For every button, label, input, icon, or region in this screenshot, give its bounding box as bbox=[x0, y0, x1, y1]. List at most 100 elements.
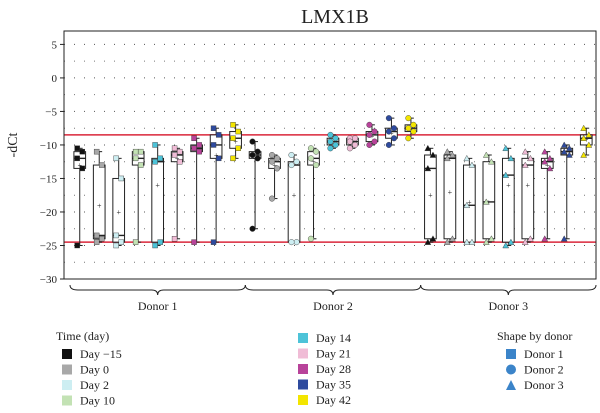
box-point bbox=[254, 148, 261, 155]
y-axis: 5 0 −5 −10 −15 −20 −25 −30 bbox=[40, 39, 64, 286]
box-point bbox=[210, 142, 217, 148]
box-mean-marker: + bbox=[487, 198, 492, 207]
shape-legend-marker bbox=[506, 380, 516, 390]
box-point bbox=[449, 235, 456, 242]
box-point bbox=[463, 154, 471, 162]
box-point bbox=[385, 141, 392, 148]
box-point bbox=[546, 164, 554, 172]
box-point bbox=[74, 145, 80, 151]
box-point bbox=[443, 238, 451, 245]
box-donor-1-day-1: + bbox=[92, 148, 106, 245]
legend-label: Day 0 bbox=[80, 363, 109, 377]
box-point bbox=[507, 238, 515, 245]
box-point bbox=[482, 151, 490, 158]
box-point bbox=[288, 162, 295, 169]
box-point bbox=[463, 238, 471, 245]
box-point bbox=[463, 201, 471, 208]
box-point bbox=[118, 175, 124, 182]
box-point bbox=[346, 145, 353, 152]
box-point bbox=[307, 145, 314, 152]
legend-label: Day −15 bbox=[80, 347, 122, 361]
box-point bbox=[385, 115, 392, 122]
box-donor-1-day-5: + bbox=[170, 145, 184, 242]
y-tick-label: 5 bbox=[52, 39, 58, 51]
y-tick-label: −5 bbox=[45, 106, 57, 118]
y-tick-label: −15 bbox=[40, 173, 58, 185]
box-point bbox=[249, 151, 256, 158]
box-point bbox=[352, 135, 359, 142]
box-point bbox=[580, 124, 588, 131]
legend-swatch bbox=[298, 379, 308, 390]
box-point bbox=[235, 145, 241, 151]
legend-label: Day 2 bbox=[80, 378, 109, 392]
legend-label: Day 14 bbox=[316, 331, 351, 345]
box-point bbox=[288, 151, 295, 158]
box-point bbox=[191, 239, 197, 245]
shape-legend-marker bbox=[506, 364, 516, 375]
box-donor-1-day-8: + bbox=[229, 122, 242, 162]
box-mean-marker: + bbox=[428, 191, 433, 200]
box-mean-marker: + bbox=[448, 188, 453, 197]
legend-label: Day 10 bbox=[80, 394, 115, 408]
donor-label: Donor 2 bbox=[313, 299, 353, 313]
legend-swatch bbox=[298, 333, 308, 343]
box-point bbox=[366, 131, 373, 138]
shape-legend-marker bbox=[506, 349, 516, 359]
y-tick-label: −25 bbox=[40, 240, 58, 252]
box-point bbox=[560, 148, 568, 155]
box-donor-1-day-4: + bbox=[151, 142, 165, 249]
shape-legend-label: Donor 3 bbox=[524, 378, 564, 392]
box-point bbox=[177, 148, 183, 155]
box-mean-marker: + bbox=[272, 161, 277, 170]
chart-title: LMX1B bbox=[301, 6, 369, 28]
box-point bbox=[405, 115, 412, 122]
box-point bbox=[405, 135, 412, 142]
box-donor-3-day-5: + bbox=[521, 148, 535, 245]
donor-bracket bbox=[69, 284, 246, 296]
box-point bbox=[132, 239, 139, 245]
box-point bbox=[93, 232, 100, 239]
box-donor-2-day-4: + bbox=[326, 131, 340, 152]
box-point bbox=[585, 131, 593, 138]
shape-legend-label: Donor 2 bbox=[524, 363, 564, 377]
box-point bbox=[93, 148, 100, 155]
box-point bbox=[443, 154, 451, 162]
box-point bbox=[488, 235, 495, 242]
box-point bbox=[152, 142, 158, 148]
box-mean-marker: + bbox=[311, 158, 316, 167]
box-point bbox=[566, 151, 573, 158]
box-mean-marker: + bbox=[565, 151, 570, 160]
box-point bbox=[366, 121, 373, 128]
legend-swatch bbox=[298, 348, 308, 359]
box-point bbox=[502, 242, 510, 249]
box-point bbox=[274, 155, 281, 162]
box-donor-2-day-5: + bbox=[346, 135, 359, 152]
box-point bbox=[405, 125, 412, 132]
box-point bbox=[99, 236, 105, 242]
box-point bbox=[293, 239, 300, 246]
box-mean-marker: + bbox=[409, 125, 414, 134]
box-point bbox=[157, 155, 163, 162]
box-point bbox=[293, 158, 300, 165]
donor-brackets: Donor 1 Donor 2 Donor 3 bbox=[69, 284, 597, 313]
box-iqr bbox=[482, 161, 496, 240]
box-point bbox=[410, 128, 417, 135]
box-point bbox=[254, 155, 261, 162]
box-donor-1-day-7: + bbox=[209, 125, 223, 245]
box-mean-marker: + bbox=[214, 151, 219, 160]
box-point bbox=[371, 128, 378, 135]
box-donor-3-day-1: + bbox=[443, 148, 457, 245]
box-point bbox=[502, 171, 510, 178]
box-iqr bbox=[443, 154, 457, 240]
box-point bbox=[313, 148, 320, 155]
box-point bbox=[132, 148, 139, 155]
box-donor-1-day-6: + bbox=[190, 135, 203, 245]
box-point bbox=[385, 128, 392, 135]
legend-swatch bbox=[62, 364, 72, 375]
box-point bbox=[268, 195, 275, 202]
box-point bbox=[210, 125, 217, 131]
box-point bbox=[541, 158, 549, 165]
box-point bbox=[313, 162, 320, 169]
box-point bbox=[482, 238, 490, 245]
